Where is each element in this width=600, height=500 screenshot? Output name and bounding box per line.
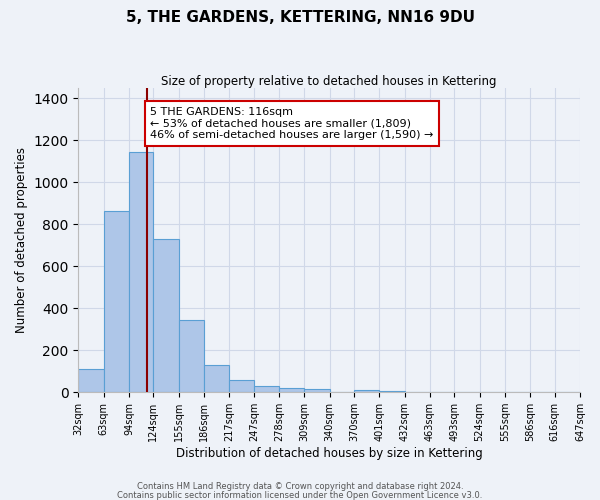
Bar: [254, 386, 279, 392]
Bar: [229, 380, 254, 392]
Bar: [129, 152, 154, 392]
Bar: [104, 210, 129, 392]
Bar: [279, 388, 304, 392]
Bar: [304, 389, 329, 392]
Text: Contains public sector information licensed under the Open Government Licence v3: Contains public sector information licen…: [118, 490, 482, 500]
Y-axis label: Number of detached properties: Number of detached properties: [15, 147, 28, 333]
X-axis label: Distribution of detached houses by size in Kettering: Distribution of detached houses by size …: [176, 447, 482, 460]
Bar: [154, 239, 179, 392]
Text: 5, THE GARDENS, KETTERING, NN16 9DU: 5, THE GARDENS, KETTERING, NN16 9DU: [125, 10, 475, 25]
Title: Size of property relative to detached houses in Kettering: Size of property relative to detached ho…: [161, 75, 497, 88]
Bar: [379, 391, 404, 392]
Bar: [79, 369, 104, 392]
Bar: [204, 365, 229, 392]
Bar: [179, 320, 204, 392]
Text: Contains HM Land Registry data © Crown copyright and database right 2024.: Contains HM Land Registry data © Crown c…: [137, 482, 463, 491]
Text: 5 THE GARDENS: 116sqm
← 53% of detached houses are smaller (1,809)
46% of semi-d: 5 THE GARDENS: 116sqm ← 53% of detached …: [150, 107, 434, 140]
Bar: [354, 390, 379, 392]
